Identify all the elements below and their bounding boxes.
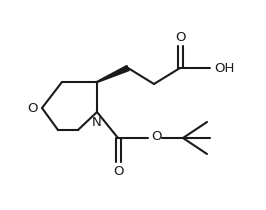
Text: OH: OH: [214, 62, 234, 75]
Text: O: O: [151, 130, 161, 143]
Text: N: N: [92, 116, 102, 129]
Text: O: O: [113, 164, 123, 177]
Text: O: O: [175, 30, 185, 43]
Text: O: O: [27, 101, 37, 114]
Polygon shape: [97, 66, 129, 83]
